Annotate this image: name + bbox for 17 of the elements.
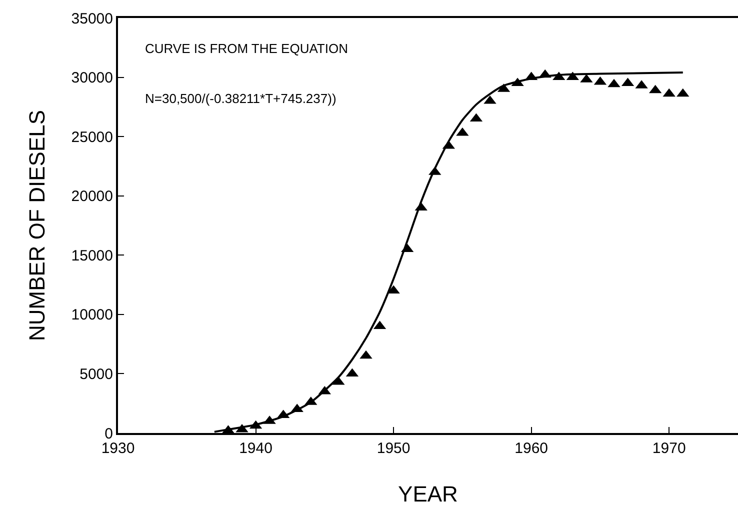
x-axis-title: YEAR <box>398 481 458 506</box>
x-tick-label: 1960 <box>514 440 548 457</box>
y-tick-label: 20000 <box>71 188 113 206</box>
x-tick-label: 1940 <box>239 440 272 457</box>
y-tick-label: 0 <box>104 425 113 442</box>
y-tick-label: 25000 <box>71 128 113 146</box>
y-tick-label: 5000 <box>80 366 113 383</box>
annotation: CURVE IS FROM THE EQUATION <box>145 41 348 56</box>
x-tick-label: 1970 <box>652 440 686 457</box>
y-tick-label: 35000 <box>71 10 113 28</box>
x-tick-label: 1950 <box>376 440 410 457</box>
y-axis-title: NUMBER OF DIESELS <box>24 110 50 342</box>
y-tick-label: 30000 <box>71 70 113 87</box>
x-tick-label: 1930 <box>101 440 135 457</box>
annotation: N=30,500/(-0.38211*T+745.237)) <box>145 91 336 106</box>
y-tick-label: 15000 <box>71 247 113 264</box>
y-tick-label: 10000 <box>71 306 113 324</box>
